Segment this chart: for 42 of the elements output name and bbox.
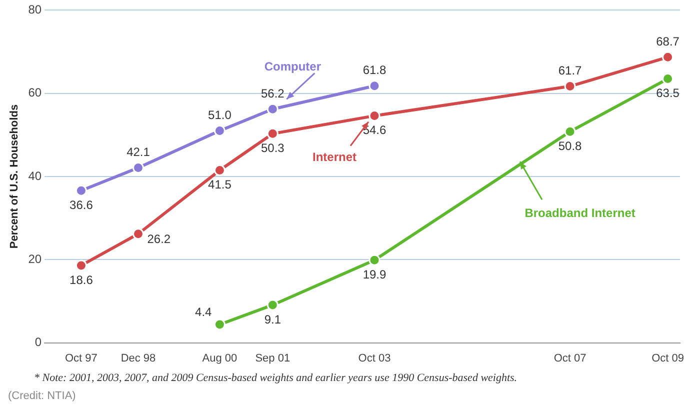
point [132, 228, 144, 240]
x-tick-label: Aug 00 [202, 352, 238, 364]
point [266, 128, 278, 140]
text: (Credit: NTIA) [8, 390, 77, 402]
x-tick-label: Oct 03 [358, 352, 391, 364]
data-label: 26.2 [147, 232, 171, 246]
text: Computer [264, 59, 322, 74]
y-tick-label: 20 [28, 252, 42, 266]
y-tick-label: 60 [28, 86, 42, 100]
data-label: 9.1 [264, 312, 282, 326]
series-label: Internet [312, 150, 356, 164]
data-label: 50.3 [260, 140, 285, 155]
x-tick-label: Sep 01 [255, 352, 290, 364]
x-tick-label: Oct 97 [65, 352, 98, 364]
data-label: 61.7 [558, 64, 582, 78]
point [368, 254, 380, 266]
data-label: 18.6 [70, 272, 94, 287]
data-label: 41.5 [208, 178, 232, 192]
text: * Note: 2001, 2003, 2007, and 2009 Census-based weights and earlier years use 1990 Census-based weights. [34, 372, 518, 384]
x-tick-label: Oct 09 [652, 352, 684, 364]
point [214, 164, 226, 176]
data-label: 42.1 [126, 145, 150, 160]
data-label: 68.7 [656, 34, 680, 48]
x-tick-label: Dec 98 [120, 352, 156, 364]
y-axis-title: Percent of U.S. Households [8, 104, 21, 249]
data-label: 61.8 [362, 63, 386, 78]
data-label: 56.2 [260, 86, 285, 100]
point [266, 299, 278, 311]
data-label: 51.0 [208, 108, 232, 122]
data-label: 63.5 [656, 86, 680, 100]
data-label: 4.4 [195, 304, 212, 319]
text: Broadband Internet [524, 206, 636, 220]
point [266, 103, 278, 115]
data-label: 36.6 [70, 198, 94, 212]
point [368, 80, 380, 92]
point [564, 126, 576, 138]
data-label: 19.9 [362, 267, 386, 282]
data-label: 50.8 [558, 138, 582, 153]
x-tick-label: Oct 07 [554, 352, 586, 364]
y-tick-label: 0 [34, 335, 42, 350]
y-tick-label: 40 [28, 168, 42, 183]
y-tick-label: 80 [28, 2, 42, 17]
